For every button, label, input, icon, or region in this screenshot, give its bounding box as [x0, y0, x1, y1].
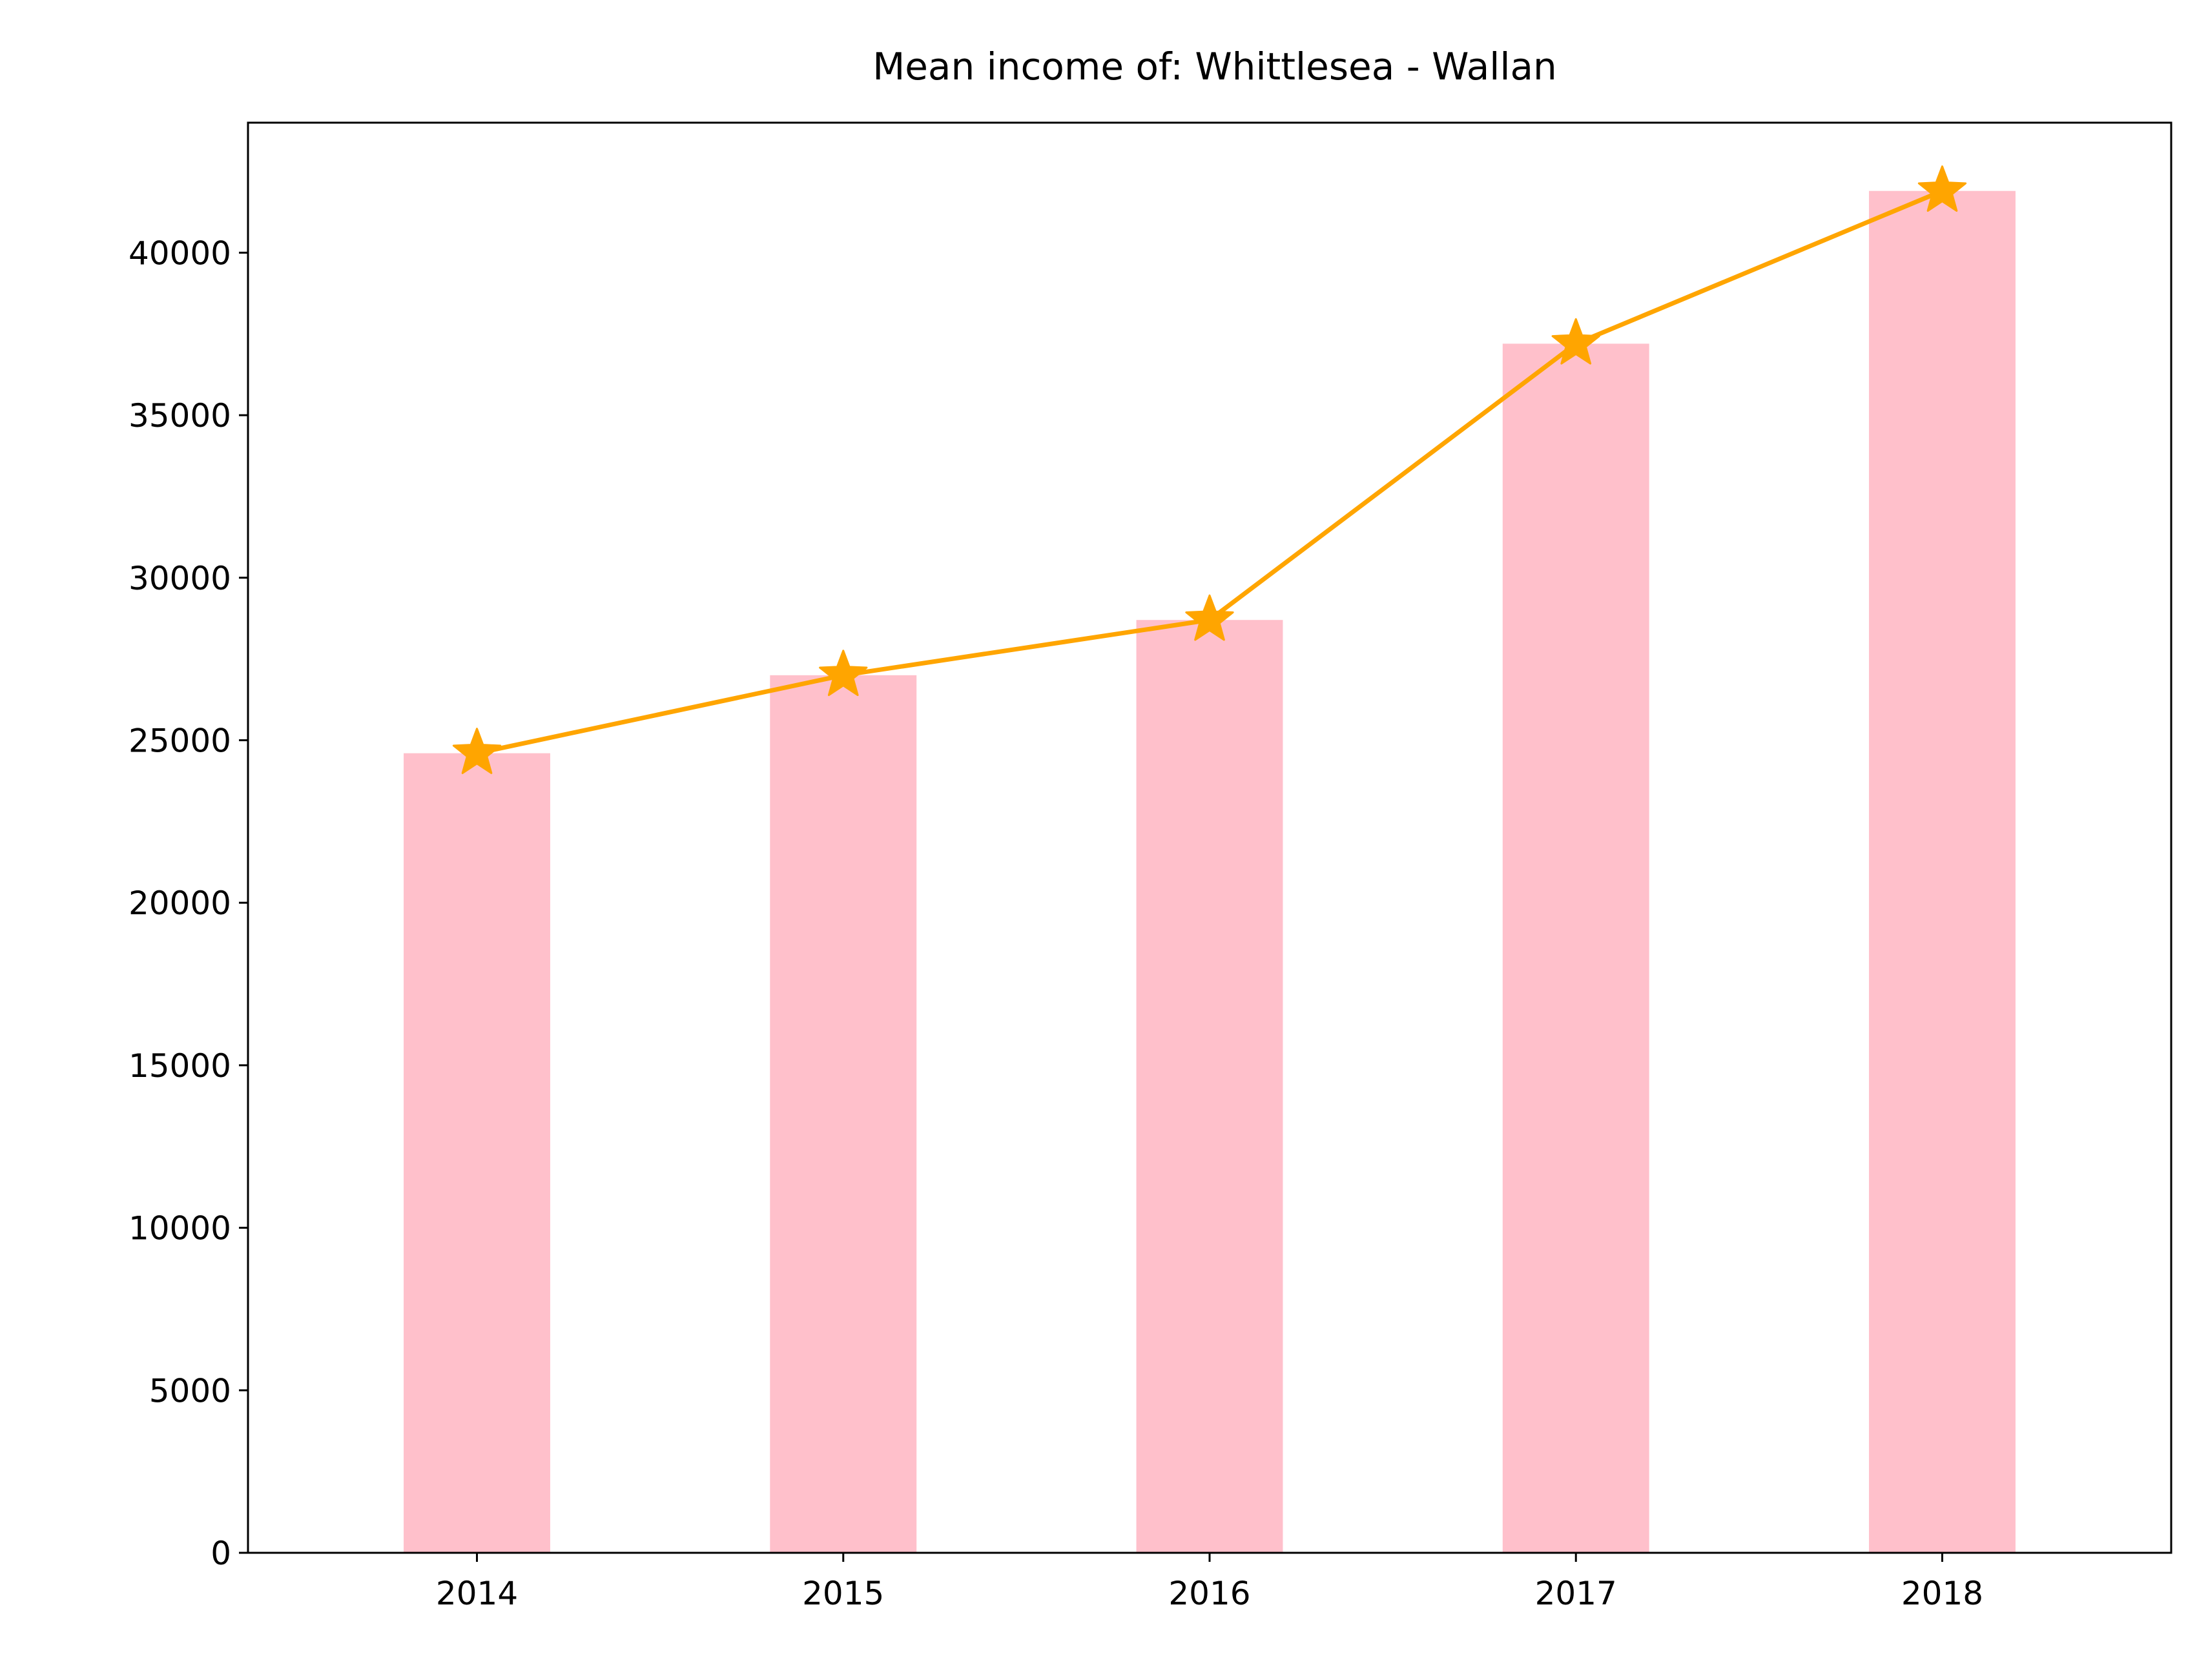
bar-2016 — [1136, 620, 1283, 1553]
star-marker-2014 — [452, 728, 502, 774]
x-tick-label: 2015 — [802, 1575, 884, 1612]
y-tick-label: 20000 — [129, 885, 231, 922]
y-tick-label: 40000 — [129, 234, 231, 272]
x-tick-label: 2018 — [1901, 1575, 1983, 1612]
y-tick-label: 10000 — [129, 1210, 231, 1247]
y-tick-label: 5000 — [149, 1372, 231, 1409]
chart-title: Mean income of: Whittlesea - Wallan — [872, 45, 1557, 88]
bar-2014 — [404, 753, 550, 1553]
x-tick-label: 2016 — [1168, 1575, 1250, 1612]
y-tick-label: 35000 — [129, 397, 231, 435]
bar-2017 — [1502, 343, 1649, 1553]
x-axis: 2014 2015 2016 2017 2018 — [436, 1553, 1983, 1612]
bar-2018 — [1869, 190, 2016, 1553]
star-marker-2015 — [819, 650, 868, 697]
y-tick-label: 25000 — [129, 722, 231, 759]
line-series — [452, 165, 1967, 774]
y-tick-label: 0 — [211, 1535, 231, 1572]
y-tick-label: 15000 — [129, 1047, 231, 1085]
bar-2015 — [770, 675, 917, 1553]
star-marker-2017 — [1551, 318, 1600, 365]
star-marker-2018 — [1917, 165, 1967, 212]
bar-series — [404, 190, 2016, 1553]
y-tick-label: 30000 — [129, 560, 231, 597]
x-tick-label: 2014 — [436, 1575, 518, 1612]
y-axis: 0 5000 10000 15000 20000 25000 30000 35000 40000 — [129, 234, 248, 1572]
x-tick-label: 2017 — [1535, 1575, 1617, 1612]
star-marker-2016 — [1185, 594, 1234, 641]
